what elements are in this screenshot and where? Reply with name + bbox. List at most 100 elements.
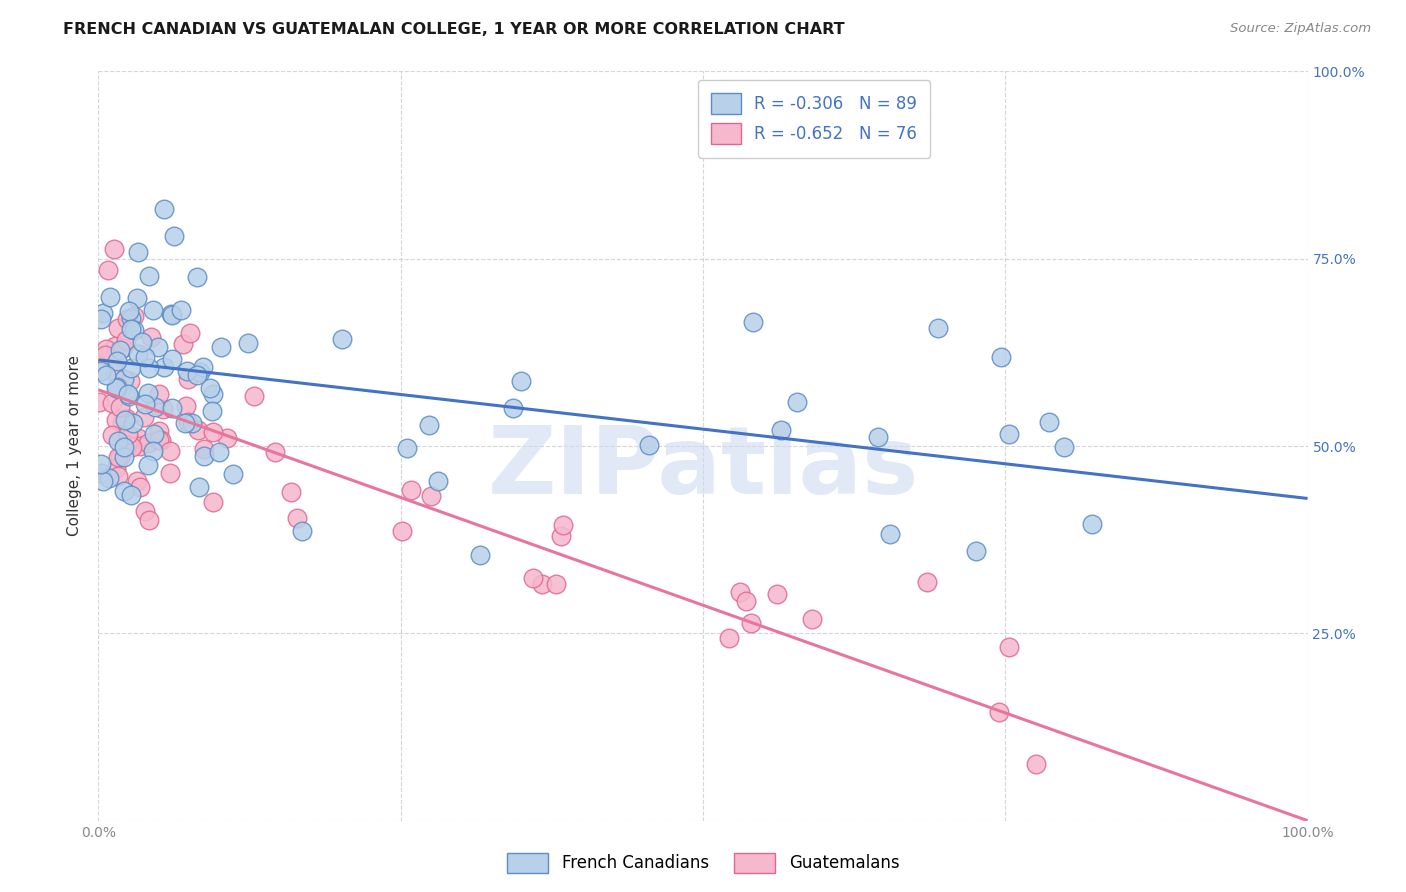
Point	[291, 524, 314, 538]
Point	[138, 385, 160, 400]
Point	[104, 338, 127, 352]
Point	[139, 330, 162, 344]
Point	[127, 475, 149, 489]
Point	[112, 484, 135, 499]
Point	[470, 548, 492, 562]
Point	[198, 381, 221, 395]
Point	[115, 427, 138, 442]
Point	[107, 380, 129, 394]
Point	[153, 359, 176, 374]
Point	[179, 326, 201, 340]
Point	[160, 352, 183, 367]
Point	[242, 389, 264, 403]
Point	[531, 577, 554, 591]
Point	[510, 374, 533, 388]
Point	[107, 450, 129, 465]
Point	[160, 401, 183, 416]
Point	[136, 435, 159, 450]
Point	[117, 386, 139, 401]
Point	[96, 342, 118, 356]
Point	[120, 375, 142, 389]
Point	[129, 480, 152, 494]
Point	[786, 394, 808, 409]
Point	[766, 587, 789, 601]
Point	[187, 480, 209, 494]
Point	[280, 485, 302, 500]
Point	[108, 343, 131, 357]
Point	[502, 401, 524, 415]
Point	[136, 458, 159, 473]
Point	[551, 517, 574, 532]
Point	[546, 576, 568, 591]
Point	[550, 529, 572, 543]
Point	[138, 269, 160, 284]
Point	[150, 433, 173, 447]
Point	[998, 427, 1021, 442]
Point	[187, 423, 209, 437]
Point	[172, 337, 194, 351]
Point	[174, 400, 197, 414]
Point	[90, 457, 112, 471]
Point	[107, 469, 129, 483]
Point	[193, 449, 215, 463]
Point	[120, 360, 142, 375]
Point	[176, 363, 198, 377]
Point	[201, 386, 224, 401]
Point	[879, 527, 901, 541]
Point	[264, 445, 287, 459]
Point	[120, 311, 142, 326]
Point	[129, 439, 152, 453]
Point	[162, 308, 184, 322]
Point	[186, 368, 208, 382]
Point	[735, 594, 758, 608]
Point	[120, 322, 142, 336]
Point	[104, 413, 127, 427]
Point	[988, 706, 1011, 720]
Point	[122, 323, 145, 337]
Point	[114, 413, 136, 427]
Point	[186, 270, 208, 285]
Point	[90, 364, 112, 378]
Point	[181, 416, 204, 430]
Point	[208, 445, 231, 459]
Point	[927, 321, 949, 335]
Point	[112, 372, 135, 386]
Point	[120, 488, 142, 502]
Point	[160, 307, 183, 321]
Point	[742, 315, 765, 329]
Point	[201, 404, 224, 418]
Point	[153, 202, 176, 216]
Point	[111, 415, 134, 429]
Point	[87, 394, 110, 409]
Point	[134, 351, 156, 365]
Point	[117, 427, 139, 442]
Point	[965, 544, 987, 558]
Point	[638, 438, 661, 452]
Point	[209, 340, 232, 354]
Point	[107, 321, 129, 335]
Point	[159, 466, 181, 480]
Point	[127, 291, 149, 305]
Point	[170, 302, 193, 317]
Point	[222, 467, 245, 482]
Point	[1081, 517, 1104, 532]
Point	[121, 440, 143, 454]
Point	[191, 359, 214, 374]
Point	[148, 424, 170, 438]
Y-axis label: College, 1 year or more: College, 1 year or more	[67, 356, 83, 536]
Point	[127, 431, 149, 445]
Point	[728, 585, 751, 599]
Point	[134, 504, 156, 518]
Point	[1053, 441, 1076, 455]
Point	[112, 341, 135, 355]
Point	[118, 389, 141, 403]
Point	[134, 397, 156, 411]
Point	[132, 410, 155, 425]
Point	[127, 347, 149, 361]
Point	[98, 290, 121, 304]
Point	[142, 427, 165, 442]
Point	[142, 302, 165, 317]
Point	[770, 423, 793, 437]
Point	[177, 415, 200, 429]
Point	[124, 309, 146, 323]
